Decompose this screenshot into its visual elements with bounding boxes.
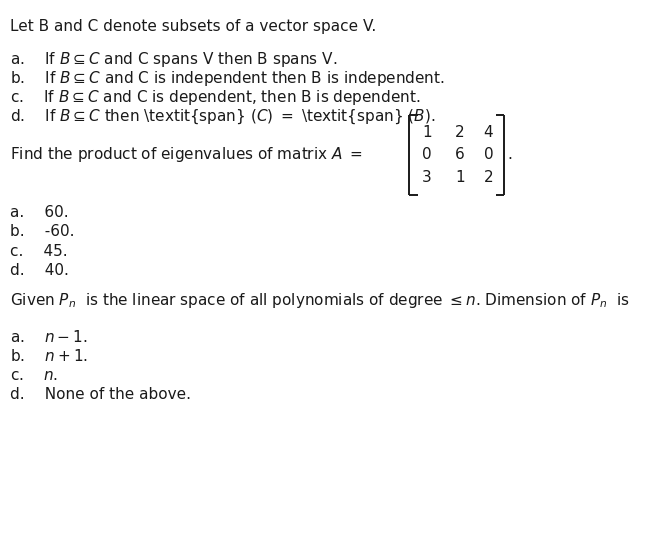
Text: 1: 1 bbox=[422, 125, 432, 140]
Text: d.  None of the above.: d. None of the above. bbox=[10, 387, 191, 402]
Text: 3: 3 bbox=[422, 170, 432, 185]
Text: a.  $n - 1$.: a. $n - 1$. bbox=[10, 329, 87, 344]
Text: a.  60.: a. 60. bbox=[10, 205, 69, 220]
Text: b.  -60.: b. -60. bbox=[10, 224, 74, 240]
Text: Find the product of eigenvalues of matrix $A$ $=$: Find the product of eigenvalues of matri… bbox=[10, 145, 363, 164]
Text: 4: 4 bbox=[484, 125, 493, 140]
Text: 0: 0 bbox=[484, 147, 493, 162]
Text: d.  40.: d. 40. bbox=[10, 263, 69, 278]
Text: c.  $n$.: c. $n$. bbox=[10, 368, 58, 383]
Text: .: . bbox=[507, 147, 512, 162]
Text: 1: 1 bbox=[455, 170, 465, 185]
Text: a.  If $B \subseteq C$ and C spans V then B spans V.: a. If $B \subseteq C$ and C spans V then… bbox=[10, 50, 338, 68]
Text: d.  If $B \subseteq C$ then \textit{span} $(C)$ $=$ \textit{span} $(B)$.: d. If $B \subseteq C$ then \textit{span}… bbox=[10, 108, 436, 126]
Text: c.  If $B \subseteq C$ and C is dependent, then B is dependent.: c. If $B \subseteq C$ and C is dependent… bbox=[10, 88, 420, 107]
Text: b.  If $B \subseteq C$ and C is independent then B is independent.: b. If $B \subseteq C$ and C is independe… bbox=[10, 69, 445, 88]
Text: Let B and C denote subsets of a vector space V.: Let B and C denote subsets of a vector s… bbox=[10, 19, 376, 34]
Text: 0: 0 bbox=[422, 147, 432, 162]
Text: 6: 6 bbox=[455, 147, 465, 162]
Text: c.  45.: c. 45. bbox=[10, 243, 68, 259]
Text: Given $P_n$  is the linear space of all polynomials of degree $\leq n$. Dimensio: Given $P_n$ is the linear space of all p… bbox=[10, 291, 630, 310]
Text: 2: 2 bbox=[484, 170, 493, 185]
Text: b.  $n + 1$.: b. $n + 1$. bbox=[10, 348, 88, 364]
Text: 2: 2 bbox=[455, 125, 465, 140]
